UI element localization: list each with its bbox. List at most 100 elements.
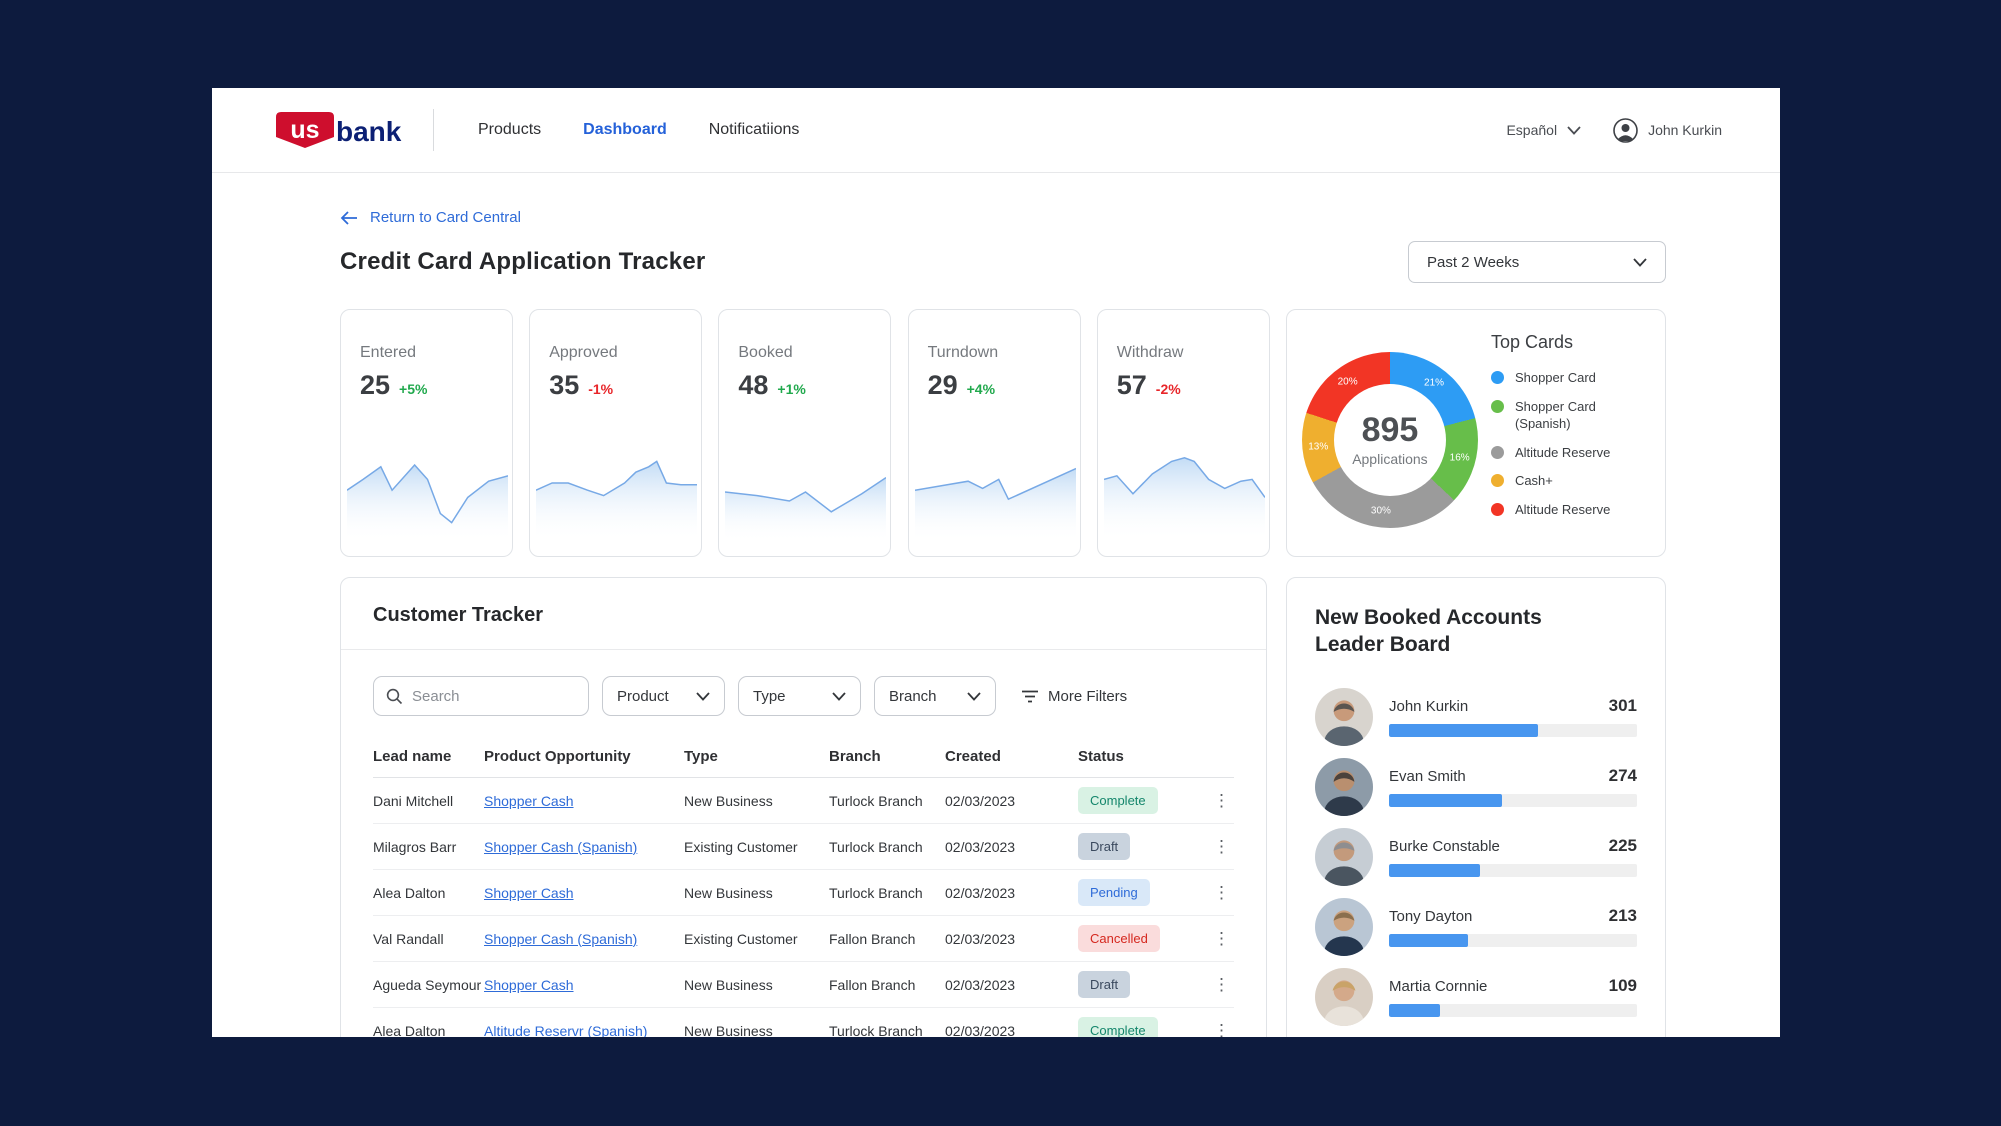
donut-center: 895 Applications <box>1333 384 1446 496</box>
product-link[interactable]: Shopper Cash <box>484 976 574 993</box>
table-row: Milagros Barr Shopper Cash (Spanish) Exi… <box>373 824 1234 870</box>
period-filter-dropdown[interactable]: Past 2 Weeks <box>1408 241 1666 283</box>
usbank-logo[interactable]: us bank. <box>273 110 403 150</box>
sparkline-chart <box>725 438 887 546</box>
status-badge: Draft <box>1078 833 1131 860</box>
lead-branch: Turlock Branch <box>829 1022 923 1038</box>
lead-created: 02/03/2023 <box>945 792 1016 809</box>
row-actions-kebab-icon[interactable]: ⋮ <box>1213 928 1230 948</box>
stat-card-turndown: Turndown 29 +4% <box>907 309 1081 557</box>
leader-name: Martia Cornnie <box>1389 978 1488 996</box>
avatar <box>1315 967 1373 1026</box>
status-badge: Draft <box>1078 971 1131 998</box>
lead-name: Alea Dalton <box>373 1022 446 1038</box>
product-link[interactable]: Shopper Cash (Spanish) <box>484 838 638 855</box>
row-actions-kebab-icon[interactable]: ⋮ <box>1213 974 1230 994</box>
stat-value: 35 <box>549 370 580 400</box>
applications-label: Applications <box>1352 450 1428 467</box>
leaderboard-entry: Martia Cornnie 109 <box>1315 967 1637 1026</box>
legend-dot <box>1490 399 1504 413</box>
product-link[interactable]: Shopper Cash <box>484 792 574 809</box>
status-badge: Pending <box>1078 879 1150 906</box>
chevron-down-icon <box>1633 257 1647 267</box>
user-avatar-icon <box>1613 117 1638 143</box>
leaderboard-title: New Booked Accounts Leader Board <box>1315 606 1542 657</box>
nav-item-dashboard[interactable]: Dashboard <box>583 121 667 138</box>
back-link[interactable]: Return to Card Central <box>340 209 1666 226</box>
lead-name: Agueda Seymour <box>373 976 482 993</box>
table-row: Alea Dalton Shopper Cash New Business Tu… <box>373 870 1234 916</box>
leader-name: Tony Dayton <box>1389 908 1473 926</box>
nav-divider <box>433 109 434 151</box>
donut-percent-label: 30% <box>1370 505 1391 517</box>
language-selector[interactable]: Español <box>1506 122 1581 138</box>
user-menu[interactable]: John Kurkin <box>1613 117 1722 143</box>
nav-item-products[interactable]: Products <box>478 121 542 138</box>
leaderboard-entry: Tony Dayton 213 <box>1315 897 1637 956</box>
table-header-row: Lead name Product Opportunity Type Branc… <box>373 736 1234 778</box>
product-link[interactable]: Shopper Cash (Spanish) <box>484 930 638 947</box>
sparkline-chart <box>914 438 1076 546</box>
period-filter-value: Past 2 Weeks <box>1427 253 1520 271</box>
product-filter-dropdown[interactable]: Product <box>602 676 725 716</box>
col-created: Created <box>945 748 1001 765</box>
stat-delta: +4% <box>966 381 996 397</box>
stat-label: Turndown <box>927 344 999 361</box>
col-product-opportunity: Product Opportunity <box>484 748 631 765</box>
stat-value: 29 <box>927 370 958 400</box>
leaderboard-card: New Booked Accounts Leader Board John Ku… <box>1286 577 1666 1037</box>
lead-branch: Fallon Branch <box>829 976 916 993</box>
leads-table: Lead name Product Opportunity Type Branc… <box>341 716 1266 1037</box>
leader-name: Evan Smith <box>1389 768 1466 786</box>
status-badge: Complete <box>1078 1017 1158 1037</box>
chevron-down-icon <box>832 691 846 701</box>
lead-created: 02/03/2023 <box>945 976 1016 993</box>
lead-type: New Business <box>684 1022 773 1038</box>
search-input[interactable] <box>412 687 562 705</box>
lead-branch: Turlock Branch <box>829 792 923 809</box>
logo-us-text: us <box>290 116 319 144</box>
row-actions-kebab-icon[interactable]: ⋮ <box>1213 790 1230 810</box>
product-link[interactable]: Shopper Cash <box>484 884 574 901</box>
legend-dot <box>1490 445 1504 459</box>
leader-value: 225 <box>1608 836 1637 856</box>
row-actions-kebab-icon[interactable]: ⋮ <box>1213 1020 1230 1038</box>
stat-card-approved: Approved 35 -1% <box>529 309 703 557</box>
table-row: Agueda Seymour Shopper Cash New Business… <box>373 962 1234 1008</box>
progress-bar <box>1389 794 1637 808</box>
lead-type: New Business <box>684 884 773 901</box>
user-name: John Kurkin <box>1648 122 1722 138</box>
legend-item: Altitude Reserve <box>1490 501 1655 519</box>
branch-filter-dropdown[interactable]: Branch <box>874 676 996 716</box>
lead-created: 02/03/2023 <box>945 930 1016 947</box>
lead-name: Alea Dalton <box>373 884 446 901</box>
leader-name: John Kurkin <box>1389 698 1469 716</box>
avatar <box>1315 757 1373 816</box>
divider <box>341 649 1266 650</box>
donut-percent-label: 21% <box>1424 377 1445 389</box>
sparkline-chart <box>536 438 698 546</box>
lead-name: Val Randall <box>373 930 444 947</box>
leader-value: 301 <box>1608 696 1637 716</box>
legend-title: Top Cards <box>1490 332 1573 352</box>
avatar <box>1315 897 1373 956</box>
more-filters-button[interactable]: More Filters <box>1021 688 1127 705</box>
type-filter-dropdown[interactable]: Type <box>738 676 861 716</box>
nav-item-notifications[interactable]: Notificatiions <box>708 121 800 138</box>
lead-created: 02/03/2023 <box>945 884 1016 901</box>
stat-label: Entered <box>360 344 417 361</box>
status-badge: Cancelled <box>1078 925 1160 952</box>
stat-delta: -2% <box>1155 381 1181 397</box>
back-arrow-icon <box>340 210 357 225</box>
top-navigation-bar: us bank. Products Dashboard Notificatiio… <box>212 88 1780 173</box>
lead-type: Existing Customer <box>684 930 798 947</box>
customer-tracker-title: Customer Tracker <box>373 604 544 626</box>
col-type: Type <box>684 748 718 765</box>
page-title: Credit Card Application Tracker <box>340 248 706 275</box>
lead-branch: Turlock Branch <box>829 884 923 901</box>
row-actions-kebab-icon[interactable]: ⋮ <box>1213 836 1230 856</box>
product-link[interactable]: Altitude Reservr (Spanish) <box>484 1022 648 1038</box>
col-lead-name: Lead name <box>373 748 452 765</box>
row-actions-kebab-icon[interactable]: ⋮ <box>1213 882 1230 902</box>
language-label: Español <box>1506 122 1558 138</box>
